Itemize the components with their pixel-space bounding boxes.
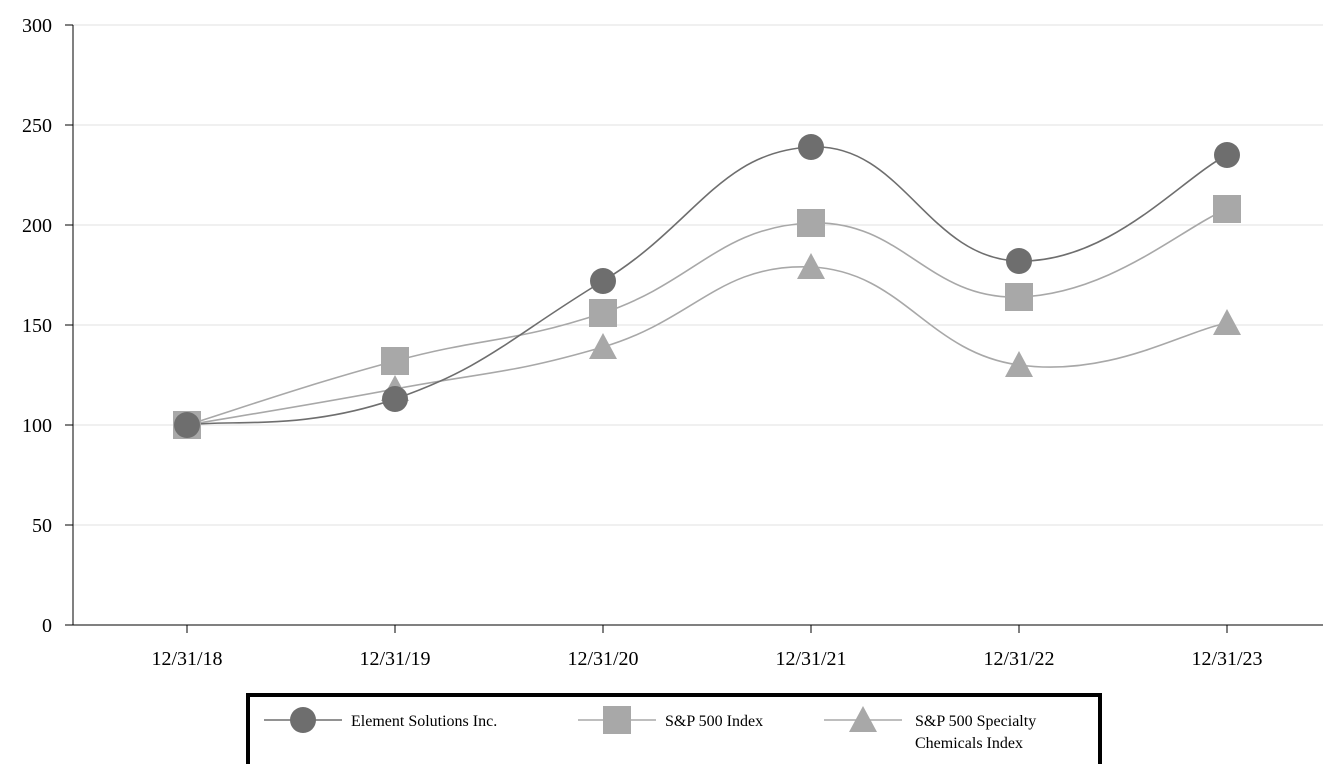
legend-triangle-icon <box>849 706 877 732</box>
square-marker <box>1213 195 1241 223</box>
square-marker <box>589 299 617 327</box>
x-tick-labels: 12/31/18 12/31/19 12/31/20 12/31/21 12/31/22… <box>151 648 1262 670</box>
circle-marker <box>798 134 824 160</box>
triangle-marker <box>797 253 825 279</box>
legend-label-line: Element Solutions Inc. <box>351 713 497 730</box>
y-tick-label: 200 <box>22 215 52 237</box>
y-tick-label: 250 <box>22 115 52 137</box>
triangle-marker <box>1213 309 1241 335</box>
series-line-triangle <box>186 266 1228 426</box>
legend-label-line: S&P 500 Index <box>665 713 763 730</box>
legend-box <box>246 693 1102 764</box>
y-tick-label: 50 <box>32 515 52 537</box>
x-tick-label: 12/31/22 <box>983 648 1054 670</box>
legend-label-line: Chemicals Index <box>915 735 1023 752</box>
circle-marker <box>590 268 616 294</box>
series-line-circle <box>186 146 1228 426</box>
legend-label: S&P 500 Index <box>665 713 763 730</box>
series-line-square <box>186 208 1228 426</box>
x-tick-label: 12/31/21 <box>775 648 846 670</box>
square-marker <box>381 347 409 375</box>
axes <box>65 24 1323 633</box>
triangle-marker <box>1005 351 1033 377</box>
series-lines <box>186 146 1228 426</box>
legend-circle-icon <box>290 707 316 733</box>
y-tick-label: 0 <box>42 615 52 637</box>
y-tick-label: 100 <box>22 415 52 437</box>
legend: Element Solutions Inc. S&P 500 Index S&P 5… <box>246 693 1102 764</box>
legend-label-line: S&P 500 Specialty <box>915 713 1036 730</box>
square-marker <box>1005 283 1033 311</box>
triangle-marker <box>589 333 617 359</box>
x-tick-label: 12/31/18 <box>151 648 222 670</box>
y-tick-label: 150 <box>22 315 52 337</box>
legend-square-icon <box>603 706 631 734</box>
x-tick-label: 12/31/23 <box>1191 648 1262 670</box>
circle-marker <box>174 412 200 438</box>
circle-marker <box>382 386 408 412</box>
y-tick-label: 300 <box>22 15 52 37</box>
series-markers <box>173 134 1241 439</box>
x-tick-label: 12/31/20 <box>567 648 638 670</box>
gridlines <box>73 24 1323 526</box>
circle-marker <box>1006 248 1032 274</box>
x-tick-label: 12/31/19 <box>359 648 430 670</box>
legend-label: Element Solutions Inc. <box>351 713 497 730</box>
circle-marker <box>1214 142 1240 168</box>
y-tick-labels: 0 50 100 150 200 250 300 <box>22 15 52 637</box>
legend-label: S&P 500 Specialty Chemicals Index <box>915 713 1036 752</box>
square-marker <box>797 209 825 237</box>
